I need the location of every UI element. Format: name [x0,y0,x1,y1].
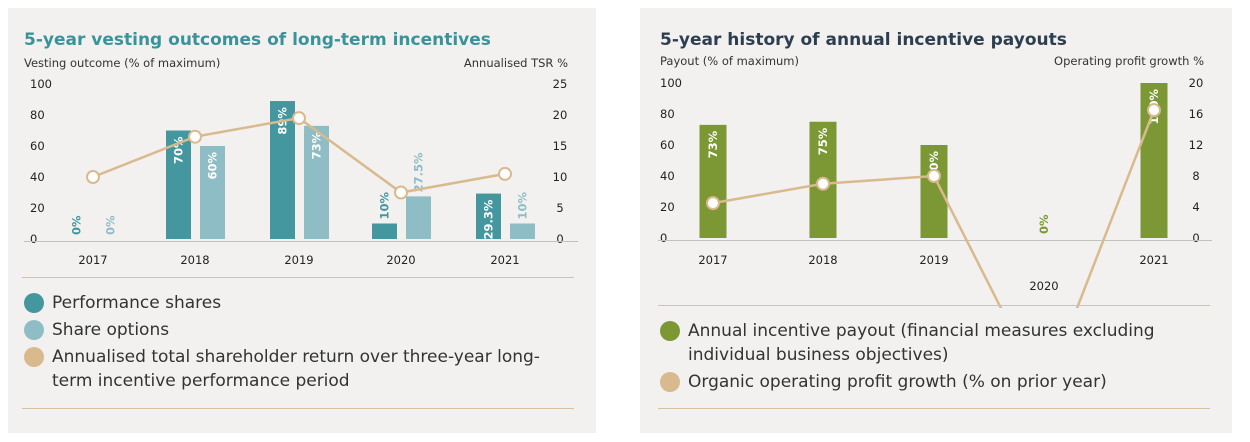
ltip-y2-tick: 25 [553,77,568,91]
ltip-x-tick-2019: 2019 [284,253,313,267]
ltip-y-tick: 80 [30,108,45,122]
ltip-chart-panel: 5-year vesting outcomes of long-term inc… [8,8,596,433]
aip-y2-tick: 8 [1192,169,1199,183]
aip-line-point-2021 [1147,103,1161,118]
aip-y-tick: 100 [660,76,682,90]
ltip-bar-label-performance-shares-2017: 0% [70,215,84,235]
ltip-line-point-2021 [498,166,512,181]
ltip-bar-share-options-2019 [304,125,329,239]
ltip-bar-label-performance-shares-2020: 10% [378,191,392,219]
aip-line-point-2017 [706,196,720,211]
aip-y2-tick: 0 [1192,231,1199,245]
aip-y2-tick: 12 [1189,138,1204,152]
legend-item-performance-shares: Performance shares [24,291,552,315]
ltip-y-tick: 100 [30,77,52,91]
ltip-y-axis-label: Vesting outcome (% of maximum) [24,56,221,70]
ltip-bar-label-share-options-2018: 60% [206,152,220,180]
aip-y2-axis-label: Operating profit growth % [1054,54,1204,68]
aip-bar-label-annual-incentive-2020: 0% [1037,214,1051,234]
aip-y2-tick: 20 [1189,76,1204,90]
aip-bar-annual-incentive-2017 [699,124,727,238]
aip-legend: Annual incentive payout (financial measu… [660,319,1158,397]
aip-y-tick: 0 [660,231,667,245]
aip-chart-plot: 020406080100-2004812162073%201775%201860… [658,76,1212,308]
legend-label-operating-profit: Organic operating profit growth (% on pr… [688,372,1107,392]
ltip-bar-label-share-options-2019: 73% [310,131,324,159]
ltip-chart-title: 5-year vesting outcomes of long-term inc… [24,30,491,50]
aip-line-point-2019 [927,169,941,183]
aip-line-point-2018 [816,176,830,191]
ltip-bar-performance-shares-2021 [476,193,501,239]
ltip-bar-share-options-2018 [200,146,225,239]
ltip-legend: Performance shares Share options Annuali… [24,291,552,396]
ltip-y-tick: 0 [30,232,37,246]
aip-x-tick-2020: 2020 [1029,279,1058,293]
ltip-y2-tick: 15 [553,139,568,153]
legend-swatch-operating-profit [660,372,680,392]
ltip-legend-divider-bottom [22,408,574,409]
legend-item-operating-profit: Organic operating profit growth (% on pr… [660,370,1158,394]
aip-bar-label-annual-incentive-2018: 75% [816,127,830,155]
ltip-y2-tick: 0 [556,232,563,246]
ltip-y-tick: 40 [30,170,45,184]
ltip-line-point-2020 [394,185,408,200]
ltip-line-point-2019 [292,111,306,126]
legend-swatch-tsr [24,347,44,367]
ltip-line-point-2018 [188,129,202,144]
aip-x-tick-2018: 2018 [808,253,837,267]
aip-y-tick: 20 [660,200,675,214]
ltip-bar-performance-shares-2019 [270,101,295,239]
aip-x-tick-2017: 2017 [698,253,727,267]
legend-label-performance-shares: Performance shares [52,293,222,313]
ltip-y-tick: 20 [30,201,45,215]
ltip-x-tick-2021: 2021 [490,253,519,267]
legend-label-tsr: Annualised total shareholder return over… [52,347,540,391]
legend-swatch-annual-incentive [660,321,680,341]
aip-y2-tick: 4 [1192,200,1199,214]
ltip-bar-performance-shares-2018 [166,130,191,239]
ltip-bar-label-share-options-2020: 27.5% [412,152,426,192]
ltip-bar-share-options-2020 [406,196,431,239]
aip-y2-tick: 16 [1189,107,1204,121]
aip-chart-panel: 5-year history of annual incentive payou… [640,8,1232,433]
aip-y-tick: 80 [660,107,675,121]
ltip-x-tick-2017: 2017 [78,253,107,267]
ltip-x-tick-2018: 2018 [180,253,209,267]
ltip-legend-divider-top [22,277,574,278]
aip-x-tick-2019: 2019 [919,253,948,267]
aip-legend-divider-top [658,305,1210,306]
ltip-bar-label-performance-shares-2021: 29.3% [482,199,496,239]
aip-x-tick-2021: 2021 [1139,253,1168,267]
legend-item-tsr: Annualised total shareholder return over… [24,345,552,393]
aip-chart-title: 5-year history of annual incentive payou… [660,30,1067,50]
ltip-bar-share-options-2021 [510,223,535,239]
aip-legend-divider-bottom [658,408,1210,409]
ltip-x-tick-2020: 2020 [386,253,415,267]
ltip-y2-axis-label: Annualised TSR % [463,56,568,70]
aip-y-axis-label: Payout (% of maximum) [660,54,799,68]
legend-label-share-options: Share options [52,320,170,340]
legend-label-annual-incentive: Annual incentive payout (financial measu… [688,321,1155,365]
legend-item-annual-incentive: Annual incentive payout (financial measu… [660,319,1158,367]
legend-swatch-share-options [24,320,44,340]
aip-y-tick: 40 [660,169,675,183]
ltip-line-point-2017 [86,170,100,184]
aip-bar-label-annual-incentive-2017: 73% [706,130,720,158]
ltip-y2-tick: 5 [556,201,563,215]
ltip-bar-performance-shares-2020 [372,223,397,239]
ltip-y2-tick: 10 [553,170,568,184]
aip-y-tick: 60 [660,138,675,152]
ltip-y2-tick: 20 [553,108,568,122]
legend-item-share-options: Share options [24,318,552,342]
ltip-line-series [92,116,506,194]
ltip-y-tick: 60 [30,139,45,153]
legend-swatch-performance-shares [24,293,44,313]
ltip-bar-label-share-options-2017: 0% [104,215,118,235]
ltip-bar-label-share-options-2021: 10% [516,191,530,219]
